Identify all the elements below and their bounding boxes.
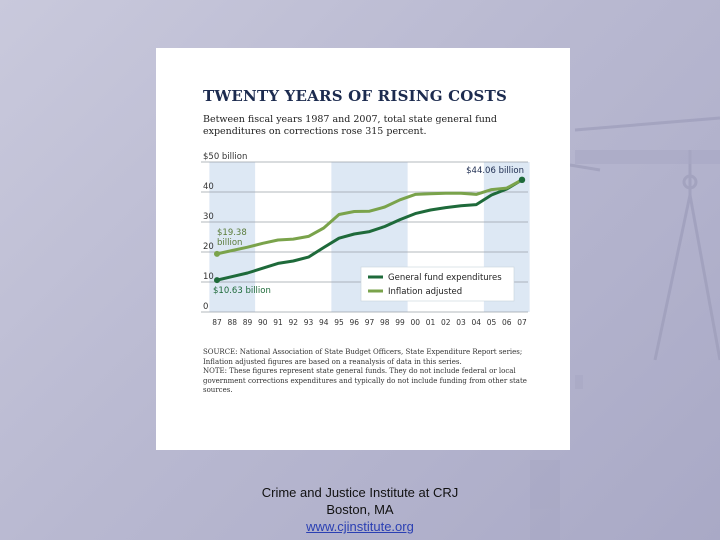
x-tick-label: 05 xyxy=(487,318,497,327)
x-tick-label: 92 xyxy=(288,318,298,327)
annotation-end-value: $44.06 billion xyxy=(466,166,524,176)
x-tick-label: 04 xyxy=(471,318,481,327)
legend-label: General fund expenditures xyxy=(388,273,502,283)
y-tick-label: $50 billion xyxy=(203,152,247,162)
annotation-start-inflation: $19.38 xyxy=(217,228,247,238)
x-tick-label: 88 xyxy=(227,318,237,327)
x-tick-label: 98 xyxy=(380,318,390,327)
series-start-point xyxy=(214,250,220,257)
x-tick-label: 93 xyxy=(304,318,314,327)
x-tick-label: 89 xyxy=(243,318,253,327)
annotation-start-general: $10.63 billion xyxy=(213,286,271,296)
line-chart: $50 billion 40 30 20 10 0 87 88 89 90 91 92 93 94 95 96… xyxy=(201,152,530,327)
chart-title: TWENTY YEARS OF RISING COSTS xyxy=(203,87,507,105)
website-link[interactable]: www.cjinstitute.org xyxy=(306,519,414,534)
x-tick-label: 00 xyxy=(410,318,420,327)
x-tick-label: 97 xyxy=(365,318,375,327)
y-tick-label: 40 xyxy=(203,182,214,192)
series-start-point xyxy=(214,277,220,284)
series-end-point xyxy=(518,176,526,184)
y-tick-label: 20 xyxy=(203,242,214,252)
x-tick-label: 02 xyxy=(441,318,451,327)
slide-footer: Crime and Justice Institute at CRJ Bosto… xyxy=(230,484,490,535)
chart-notes: SOURCE: National Association of State Bu… xyxy=(203,348,533,396)
legend-label: Inflation adjusted xyxy=(388,287,462,297)
series-line-2 xyxy=(215,178,524,256)
chart-subtitle: Between fiscal years 1987 and 2007, tota… xyxy=(203,114,498,137)
series-line-1 xyxy=(215,178,524,282)
x-tick-label: 94 xyxy=(319,318,329,327)
y-tick-label: 10 xyxy=(203,272,214,282)
annotation-start-inflation-unit: billion xyxy=(217,238,242,248)
organization-name: Crime and Justice Institute at CRJ xyxy=(261,485,459,500)
x-tick-label: 99 xyxy=(395,318,405,327)
y-tick-label: 30 xyxy=(203,212,214,222)
footnote: NOTE: These figures represent state gene… xyxy=(203,367,527,394)
y-tick-label: 0 xyxy=(203,302,208,312)
x-tick-label: 95 xyxy=(334,318,344,327)
chart-card: TWENTY YEARS OF RISING COSTS Between fis… xyxy=(156,48,570,450)
legend-box xyxy=(360,266,515,302)
x-tick-label: 87 xyxy=(212,318,222,327)
x-tick-label: 96 xyxy=(349,318,359,327)
x-tick-label: 03 xyxy=(456,318,466,327)
x-tick-label: 01 xyxy=(426,318,436,327)
organization-location: Boston, MA xyxy=(326,502,394,517)
x-tick-label: 91 xyxy=(273,318,283,327)
x-tick-label: 07 xyxy=(517,318,527,327)
source-note: SOURCE: National Association of State Bu… xyxy=(203,348,523,366)
x-tick-label: 90 xyxy=(258,318,268,327)
shaded-band xyxy=(209,162,256,312)
x-tick-label: 06 xyxy=(502,318,512,327)
